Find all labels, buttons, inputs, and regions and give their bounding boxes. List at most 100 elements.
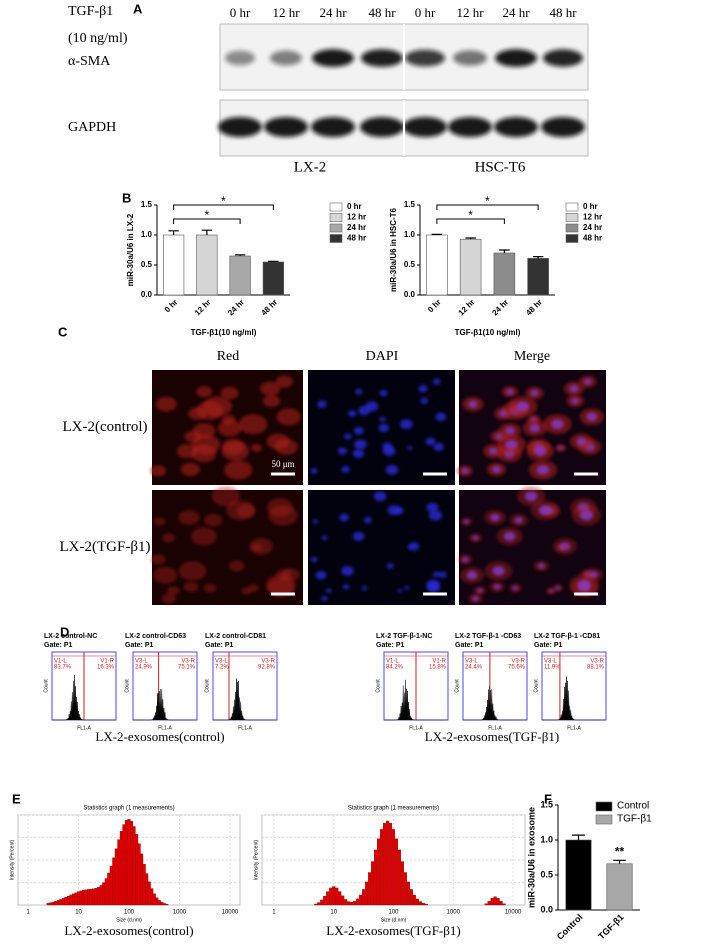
nucleus [537,563,545,569]
gate-label: Gate: P1 [44,642,73,649]
blot-band [270,50,302,66]
nucleus [399,419,413,430]
nucleus [505,439,518,450]
legend-swatch [565,202,579,212]
nucleus [310,468,318,474]
x-tick-label: 48 hr [259,298,279,318]
lane-label: 12 hr [456,5,484,20]
histogram-bin [365,881,369,906]
lane-label: 24 hr [502,5,530,20]
histogram-bin [406,881,410,906]
histogram-bin [385,820,390,906]
column-label: DAPI [366,349,399,364]
legend-label: 0 hr [347,202,362,211]
histogram [542,676,606,721]
cell-body [226,500,255,521]
histogram-bin [382,823,387,906]
blot-band [453,50,487,66]
blot-band [403,117,447,137]
gate-label: Gate: P1 [125,642,154,649]
histogram-bin [499,901,503,906]
nucleus [408,545,413,550]
nucleus [425,437,436,446]
cell-body [153,566,178,584]
nucleus [492,566,505,576]
nucleus [420,397,429,404]
gate-left: V1-L [386,659,399,665]
legend-swatch [565,234,579,243]
histogram-bin [165,903,169,906]
panel-label: A [133,1,143,16]
x-tick-label: TGF-β1 [596,912,625,941]
nucleus [571,397,580,404]
group-label: LX-2-exosomes(control) [95,729,224,744]
nucleus [548,589,554,593]
cell-body [203,583,217,593]
nucleus [488,447,499,455]
blot-band [495,49,537,67]
histogram-bin [374,849,378,906]
nucleus [495,433,503,440]
y-axis-label: Count [454,679,460,693]
histogram-bin [350,901,354,906]
lane-label: 48 hr [549,5,577,20]
nucleus [418,385,428,393]
x-tick-label: 1000 [447,910,461,916]
histogram-bin [394,838,399,906]
nucleus [499,410,508,417]
cell-body [262,394,281,408]
cell-body [162,533,176,543]
x-tick-label: 1 [272,910,276,916]
bar [163,234,185,296]
error-bar [168,230,179,235]
cell-body [178,510,200,525]
cell-body [184,430,202,443]
histogram-bin [371,861,375,906]
y-axis-label: miR-30a/U6 in exosome [526,807,536,908]
cell-body [167,586,180,596]
group-label: LX-2-exosomes(TGF-β1) [326,923,460,938]
error-bar [234,254,246,256]
x-axis-label: FL1-A [409,725,423,731]
cell-body [183,581,199,593]
gate-right: V1-R [100,659,114,665]
significance-label: ** [615,844,625,858]
y-axis-label: Intensity (Percent) [253,839,259,880]
legend-label: 48 hr [347,234,366,243]
nucleus [317,400,327,408]
gate-left-pct: 7.2% [215,665,229,671]
nucleus [365,401,379,412]
nucleus [433,442,444,451]
x-tick-label: 24 hr [490,298,510,318]
nucleus [504,426,515,435]
y-axis-label: Count [533,679,539,693]
gate-right: V3-R [181,659,195,665]
nucleus [397,589,403,593]
panel-label: C [58,324,68,339]
histogram-bin [335,887,339,906]
nucleus [472,535,479,541]
bar [196,234,218,296]
x-axis-label: FL1-A [567,725,581,731]
y-tick-label: 0.5 [540,869,553,879]
nucleus [426,579,440,590]
nucleus [512,585,519,591]
blot-band [311,117,355,137]
bar [459,238,482,296]
cell-body [275,375,294,388]
blot-band [312,49,354,67]
blot-band [448,117,492,137]
histogram-bin [323,895,327,906]
y-axis-label: Count [204,679,210,693]
nucleus [538,505,552,516]
blot-band [494,117,538,137]
nucleus [355,388,363,395]
blot-band [361,49,403,67]
cell-body [224,460,253,480]
legend-swatch [329,213,343,222]
x-axis-label: Size (d.nm) [116,917,142,923]
nucleus [466,571,478,580]
significance-bracket [436,218,505,224]
histogram-bin [502,903,506,906]
y-tick-label: 1.0 [404,230,416,239]
